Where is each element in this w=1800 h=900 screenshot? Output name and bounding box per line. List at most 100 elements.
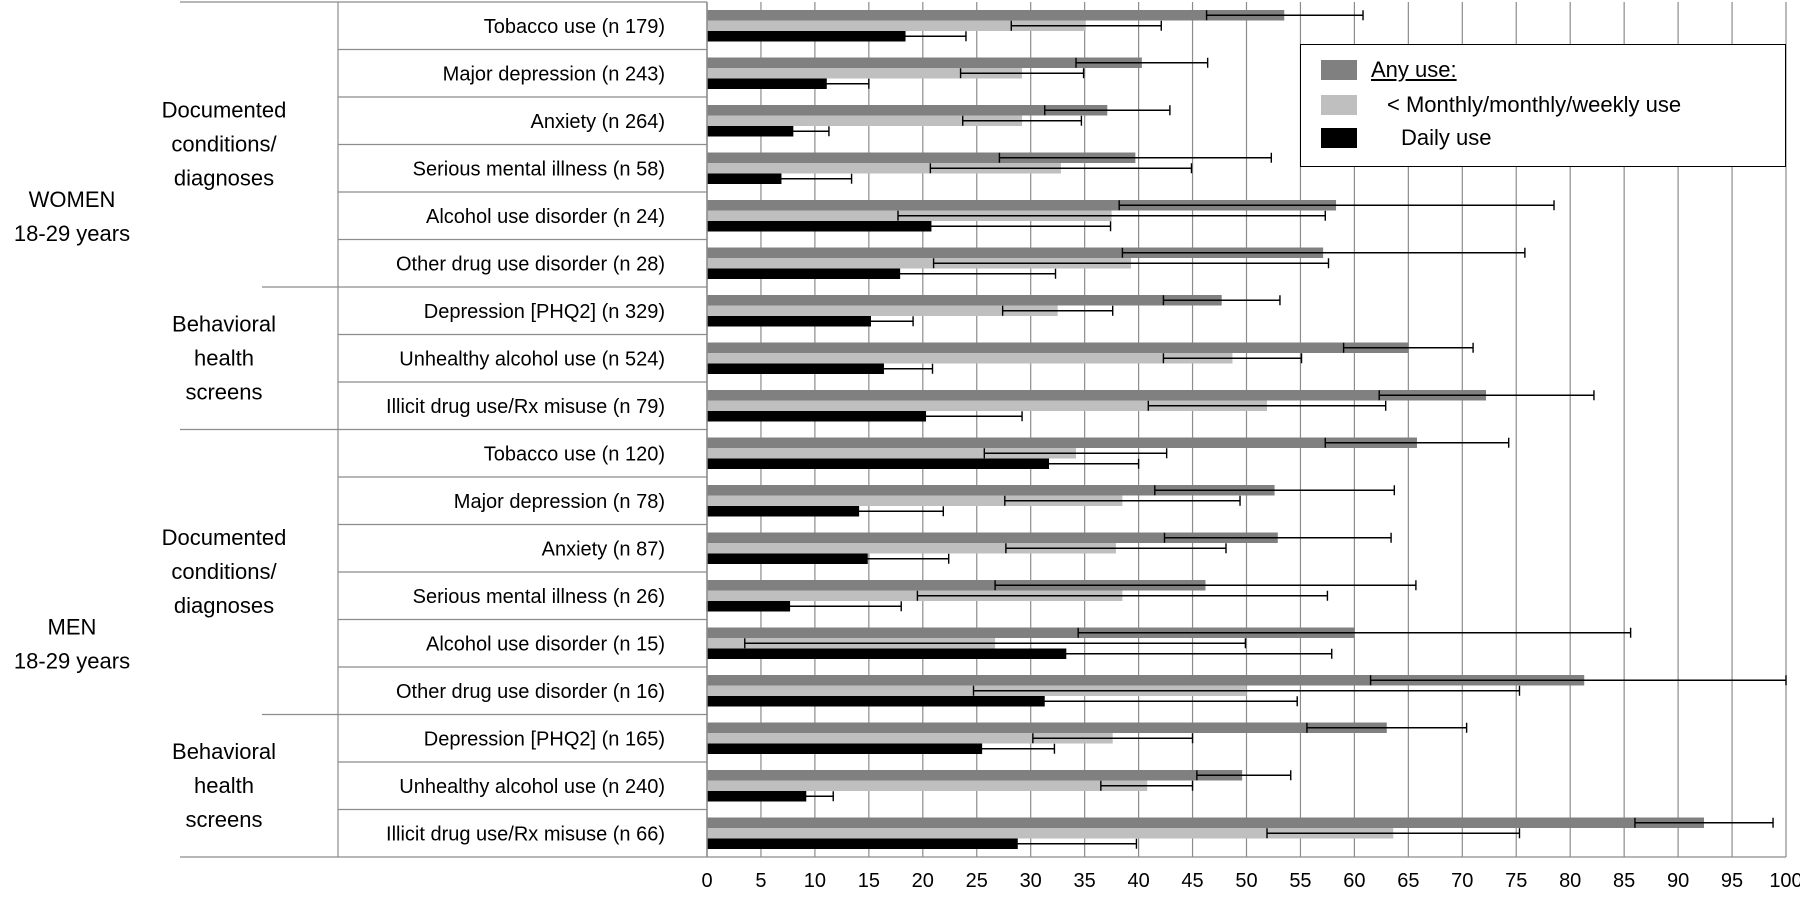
row-label: Tobacco use (n 179) xyxy=(484,16,665,38)
x-tick-label: 60 xyxy=(1343,870,1365,892)
x-tick-label: 45 xyxy=(1181,870,1203,892)
row-label: Alcohol use disorder (n 15) xyxy=(426,633,665,655)
bar-monthly xyxy=(707,495,1123,506)
row-label: Serious mental illness (n 58) xyxy=(413,158,665,180)
row-label: Depression [PHQ2] (n 329) xyxy=(424,301,665,323)
x-tick-label: 70 xyxy=(1451,870,1473,892)
bar-any xyxy=(707,390,1487,401)
x-tick-label: 55 xyxy=(1289,870,1311,892)
bar-monthly xyxy=(707,20,1086,31)
bar-any xyxy=(707,342,1409,353)
legend-title: Any use: xyxy=(1371,57,1457,82)
bar-any xyxy=(707,675,1585,686)
bar-any xyxy=(707,295,1222,306)
row-label: Anxiety (n 264) xyxy=(530,111,665,133)
bar-daily xyxy=(707,411,927,422)
legend-swatch-daily xyxy=(1321,128,1357,148)
subgroup-label: Behavioral xyxy=(172,311,276,336)
legend-label-monthly: < Monthly/monthly/weekly use xyxy=(1387,92,1682,117)
row-label: Tobacco use (n 120) xyxy=(484,443,665,465)
bar-any xyxy=(707,200,1337,211)
x-tick-label: 65 xyxy=(1397,870,1419,892)
bar-monthly xyxy=(707,448,1077,459)
subgroup-label: Behavioral xyxy=(172,739,276,764)
bar-monthly xyxy=(707,163,1061,174)
legend-monthly: < Monthly/monthly/weekly use xyxy=(1321,92,1681,118)
x-tick-label: 100 xyxy=(1769,870,1800,892)
bars xyxy=(707,10,1704,849)
x-tick-label: 25 xyxy=(966,870,988,892)
bar-any xyxy=(707,627,1355,638)
group-labels: Documented conditions/diagnoses Behavioral… xyxy=(14,98,286,832)
x-tick-label: 90 xyxy=(1667,870,1689,892)
subgroup-label: diagnoses xyxy=(174,166,274,191)
bar-monthly xyxy=(707,543,1116,554)
subgroup-label: Documented xyxy=(162,98,287,123)
bar-monthly xyxy=(707,400,1268,411)
bar-monthly xyxy=(707,115,1023,126)
subgroup-label: conditions/ xyxy=(171,559,277,584)
row-label: Major depression (n 243) xyxy=(443,63,665,85)
bar-any xyxy=(707,722,1387,733)
row-label: Anxiety (n 87) xyxy=(542,538,665,560)
x-tick-label: 10 xyxy=(804,870,826,892)
bar-daily xyxy=(707,743,983,754)
bar-any xyxy=(707,485,1275,496)
row-label: Alcohol use disorder (n 24) xyxy=(426,206,665,228)
bar-monthly xyxy=(707,353,1233,364)
group-label: WOMEN xyxy=(29,187,116,212)
bar-daily xyxy=(707,458,1050,469)
axes xyxy=(180,1,1786,858)
bar-daily xyxy=(707,126,794,137)
x-tick-label: 35 xyxy=(1074,870,1096,892)
row-label: Depression [PHQ2] (n 165) xyxy=(424,728,665,750)
x-tick-label: 20 xyxy=(912,870,934,892)
subgroup-label: conditions/ xyxy=(171,132,277,157)
group-label: 18-29 years xyxy=(14,648,130,673)
bar-monthly xyxy=(707,258,1132,269)
legend: Any use: < Monthly/monthly/weekly use Da… xyxy=(1300,44,1786,167)
bar-any xyxy=(707,105,1108,116)
error-bars xyxy=(706,10,1787,849)
legend-swatch-any xyxy=(1321,60,1357,80)
subgroup-label: health xyxy=(194,345,254,370)
row-label: Serious mental illness (n 26) xyxy=(413,586,665,608)
row-labels: Tobacco use (n 179) Major depression (n 2… xyxy=(386,16,665,846)
bar-any xyxy=(707,437,1417,448)
x-tick-label: 15 xyxy=(858,870,880,892)
row-label: Unhealthy alcohol use (n 524) xyxy=(399,348,665,370)
bar-monthly xyxy=(707,733,1113,744)
x-tick-label: 95 xyxy=(1721,870,1743,892)
x-tick-label: 80 xyxy=(1559,870,1581,892)
x-tick-labels: 0 5 10 15 20 25 30 35 40 45 50 55 60 65 70 75 80 85 90 95 10… xyxy=(701,870,1800,892)
row-label: Other drug use disorder (n 16) xyxy=(396,681,665,703)
bar-any xyxy=(707,57,1142,68)
bar-monthly xyxy=(707,828,1394,839)
subgroup-label: health xyxy=(194,773,254,798)
bar-daily xyxy=(707,31,906,42)
bar-monthly xyxy=(707,68,1023,79)
row-label: Illicit drug use/Rx misuse (n 79) xyxy=(386,396,665,418)
bar-daily xyxy=(707,838,1018,849)
row-label: Unhealthy alcohol use (n 240) xyxy=(399,776,665,798)
bar-any xyxy=(707,10,1285,21)
bar-any xyxy=(707,532,1278,543)
legend-any-use: Any use: xyxy=(1321,57,1457,83)
row-label: Illicit drug use/Rx misuse (n 66) xyxy=(386,823,665,845)
x-tick-label: 5 xyxy=(755,870,766,892)
bar-daily xyxy=(707,363,884,374)
bar-daily xyxy=(707,316,872,327)
bar-daily xyxy=(707,791,807,802)
row-label: Major depression (n 78) xyxy=(454,491,665,513)
row-label: Other drug use disorder (n 28) xyxy=(396,253,665,275)
subgroup-label: screens xyxy=(185,807,262,832)
x-tick-label: 85 xyxy=(1613,870,1635,892)
x-tick-label: 75 xyxy=(1505,870,1527,892)
group-label: 18-29 years xyxy=(14,221,130,246)
x-tick-label: 30 xyxy=(1020,870,1042,892)
legend-daily: Daily use xyxy=(1321,125,1491,151)
x-tick-label: 50 xyxy=(1235,870,1257,892)
x-tick-label: 40 xyxy=(1127,870,1149,892)
bar-any xyxy=(707,770,1243,781)
group-label: MEN xyxy=(48,614,97,639)
